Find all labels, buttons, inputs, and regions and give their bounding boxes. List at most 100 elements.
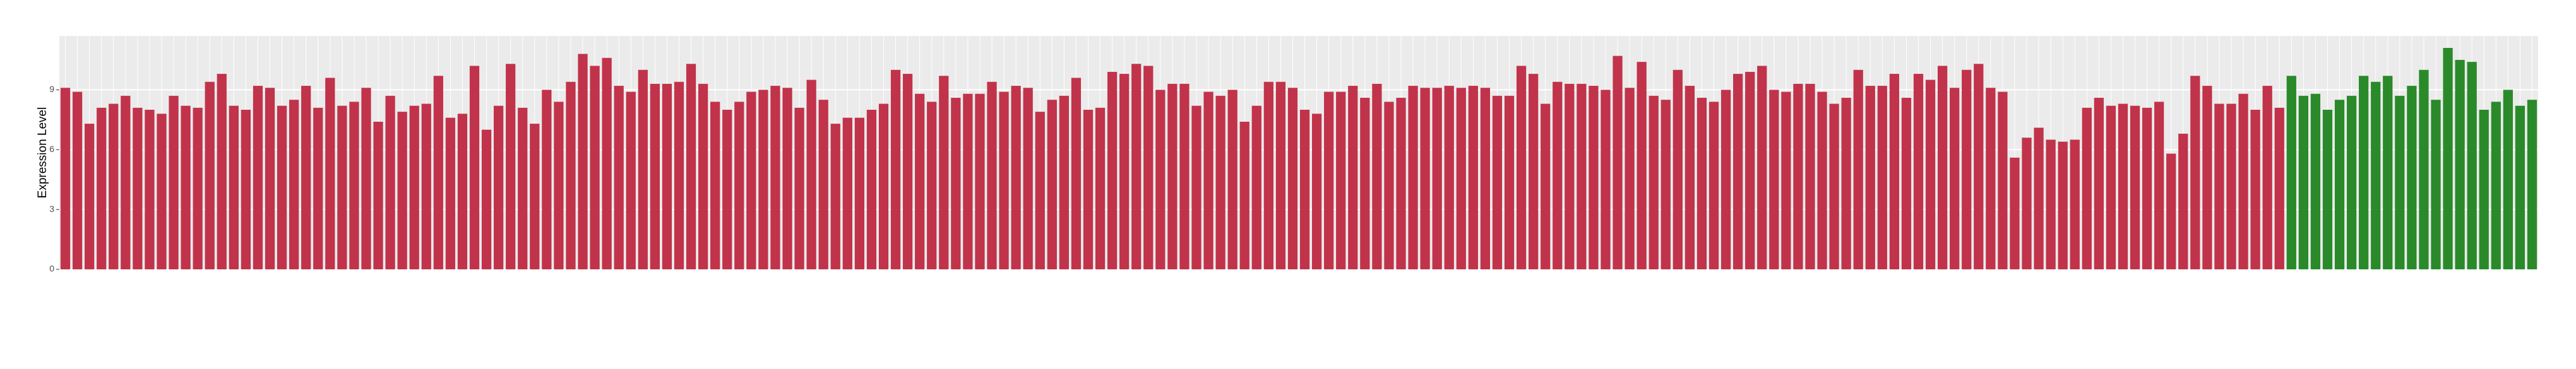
bar	[1095, 107, 1106, 269]
bar	[1769, 90, 1779, 269]
bar	[109, 103, 119, 269]
bar	[2407, 86, 2417, 270]
bar	[433, 76, 443, 269]
bar	[2082, 107, 2092, 269]
bar	[1661, 100, 1671, 269]
bar	[1167, 83, 1178, 269]
bar	[1059, 95, 1069, 269]
bar	[1348, 86, 1358, 270]
bar	[2154, 102, 2164, 269]
bar	[1456, 88, 1466, 269]
bar	[60, 88, 71, 269]
bar	[927, 102, 937, 269]
bar	[2467, 62, 2477, 269]
bar	[229, 105, 239, 269]
bar	[325, 78, 335, 270]
bar	[2371, 81, 2381, 269]
bar	[361, 88, 371, 269]
bar	[2046, 139, 2056, 269]
bar	[97, 107, 107, 269]
bar	[2166, 153, 2176, 269]
bar	[1071, 78, 1082, 270]
bar	[1444, 86, 1454, 270]
bar	[1974, 64, 1984, 270]
bar	[1757, 66, 1767, 269]
bar	[710, 102, 720, 269]
bar	[1577, 83, 1587, 269]
bar	[590, 66, 600, 269]
bar	[2395, 95, 2405, 269]
bar	[578, 54, 588, 269]
bar	[1962, 69, 1972, 269]
bar	[1637, 62, 1647, 269]
bar	[373, 121, 383, 269]
bar	[806, 79, 816, 270]
bar	[481, 129, 492, 269]
bar	[915, 93, 925, 269]
bar	[2455, 59, 2465, 269]
bar	[494, 105, 504, 269]
bar	[1504, 95, 1515, 269]
bar	[1829, 103, 1839, 269]
bar	[999, 91, 1009, 270]
bar	[1950, 88, 1960, 269]
bar	[2346, 95, 2357, 269]
bar	[530, 124, 540, 269]
bar	[902, 74, 913, 269]
bar	[638, 69, 648, 269]
bar	[2334, 100, 2345, 269]
bar	[121, 95, 131, 269]
bar	[1685, 86, 1695, 270]
bar	[1396, 98, 1406, 270]
bar	[1565, 83, 1575, 269]
bar	[1275, 81, 1286, 269]
bar	[987, 81, 997, 269]
bar	[794, 107, 804, 269]
bar	[205, 81, 215, 269]
bar	[145, 110, 155, 269]
bar	[614, 86, 624, 270]
bar	[2238, 93, 2248, 269]
bar	[650, 83, 660, 269]
bar	[301, 86, 311, 270]
bar	[2190, 76, 2200, 269]
bar	[2515, 105, 2525, 269]
bar	[506, 64, 516, 270]
bar	[313, 107, 323, 269]
bar	[2130, 105, 2140, 269]
bar	[939, 76, 949, 269]
bar	[1420, 88, 1430, 269]
bar	[2262, 86, 2272, 270]
bar	[2094, 98, 2104, 270]
bar	[1541, 103, 1551, 269]
bar	[2118, 103, 2128, 269]
bar	[1083, 110, 1094, 269]
bar	[2383, 76, 2393, 269]
bar	[1107, 71, 1118, 269]
bar	[169, 95, 179, 269]
bar	[1336, 91, 1346, 270]
bar	[1468, 86, 1478, 270]
bar	[1408, 86, 1418, 270]
bar	[1251, 105, 1261, 269]
bar	[1287, 88, 1298, 269]
bar	[662, 83, 672, 269]
bar	[758, 90, 768, 269]
bar	[963, 93, 973, 269]
bar	[1673, 69, 1683, 269]
bar	[1696, 98, 1707, 270]
bar	[1793, 83, 1803, 269]
bar	[1529, 74, 1539, 269]
bar	[1372, 83, 1382, 269]
bar	[1035, 112, 1045, 269]
bar	[1913, 74, 1924, 269]
bar	[2431, 100, 2441, 269]
bar	[85, 124, 95, 269]
y-tick-label: 3	[49, 204, 54, 214]
bar	[1708, 102, 1719, 269]
bar	[2070, 139, 2080, 269]
bar	[2178, 133, 2188, 269]
bar	[782, 88, 792, 269]
bar	[1889, 74, 1900, 269]
bar	[2202, 86, 2212, 270]
